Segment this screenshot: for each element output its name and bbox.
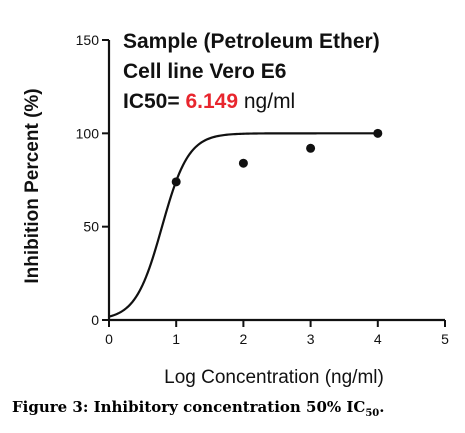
y-tick-label: 150 (76, 32, 100, 48)
figure-caption: Figure 3: Inhibitory concentration 50% I… (12, 398, 385, 419)
data-point (171, 177, 181, 187)
data-points (171, 128, 383, 187)
annotation-sample: Sample (Petroleum Ether) (123, 30, 380, 53)
data-point (306, 143, 316, 153)
fit-curve (108, 132, 378, 318)
x-tick-label: 4 (374, 331, 382, 347)
caption-suffix: . (379, 398, 385, 416)
x-axis-title: Log Concentration (ng/ml) (164, 367, 384, 388)
x-tick-label: 0 (105, 331, 113, 347)
data-point (373, 128, 383, 138)
x-tick-label: 3 (307, 331, 315, 347)
data-point (238, 158, 248, 168)
annotation-ic50: IC50= 6.149 ng/ml (123, 90, 295, 114)
y-axis-title: Inhibition Percent (%) (22, 88, 43, 283)
x-tick-label: 1 (172, 331, 180, 347)
ic50-unit: ng/ml (243, 90, 296, 113)
x-tick-label: 5 (441, 331, 449, 347)
y-tick-label: 50 (83, 219, 99, 235)
caption-subscript: 50 (365, 408, 380, 419)
ic50-value: 6.149 (185, 90, 239, 113)
chart-axes (107, 40, 445, 322)
chart: 0 1 2 3 4 5 0 50 100 150 Log Concentration (ng/m… (22, 32, 449, 388)
ic50-label: IC50= (123, 90, 180, 113)
x-ticks: 0 1 2 3 4 5 (105, 320, 449, 347)
y-tick-label: 0 (91, 312, 99, 328)
y-tick-label: 100 (76, 125, 100, 141)
y-ticks: 0 50 100 150 (76, 32, 109, 328)
caption-text: Figure 3: Inhibitory concentration 50% I… (12, 398, 366, 416)
x-tick-label: 2 (240, 331, 248, 347)
annotation-cell-line: Cell line Vero E6 (123, 60, 287, 83)
